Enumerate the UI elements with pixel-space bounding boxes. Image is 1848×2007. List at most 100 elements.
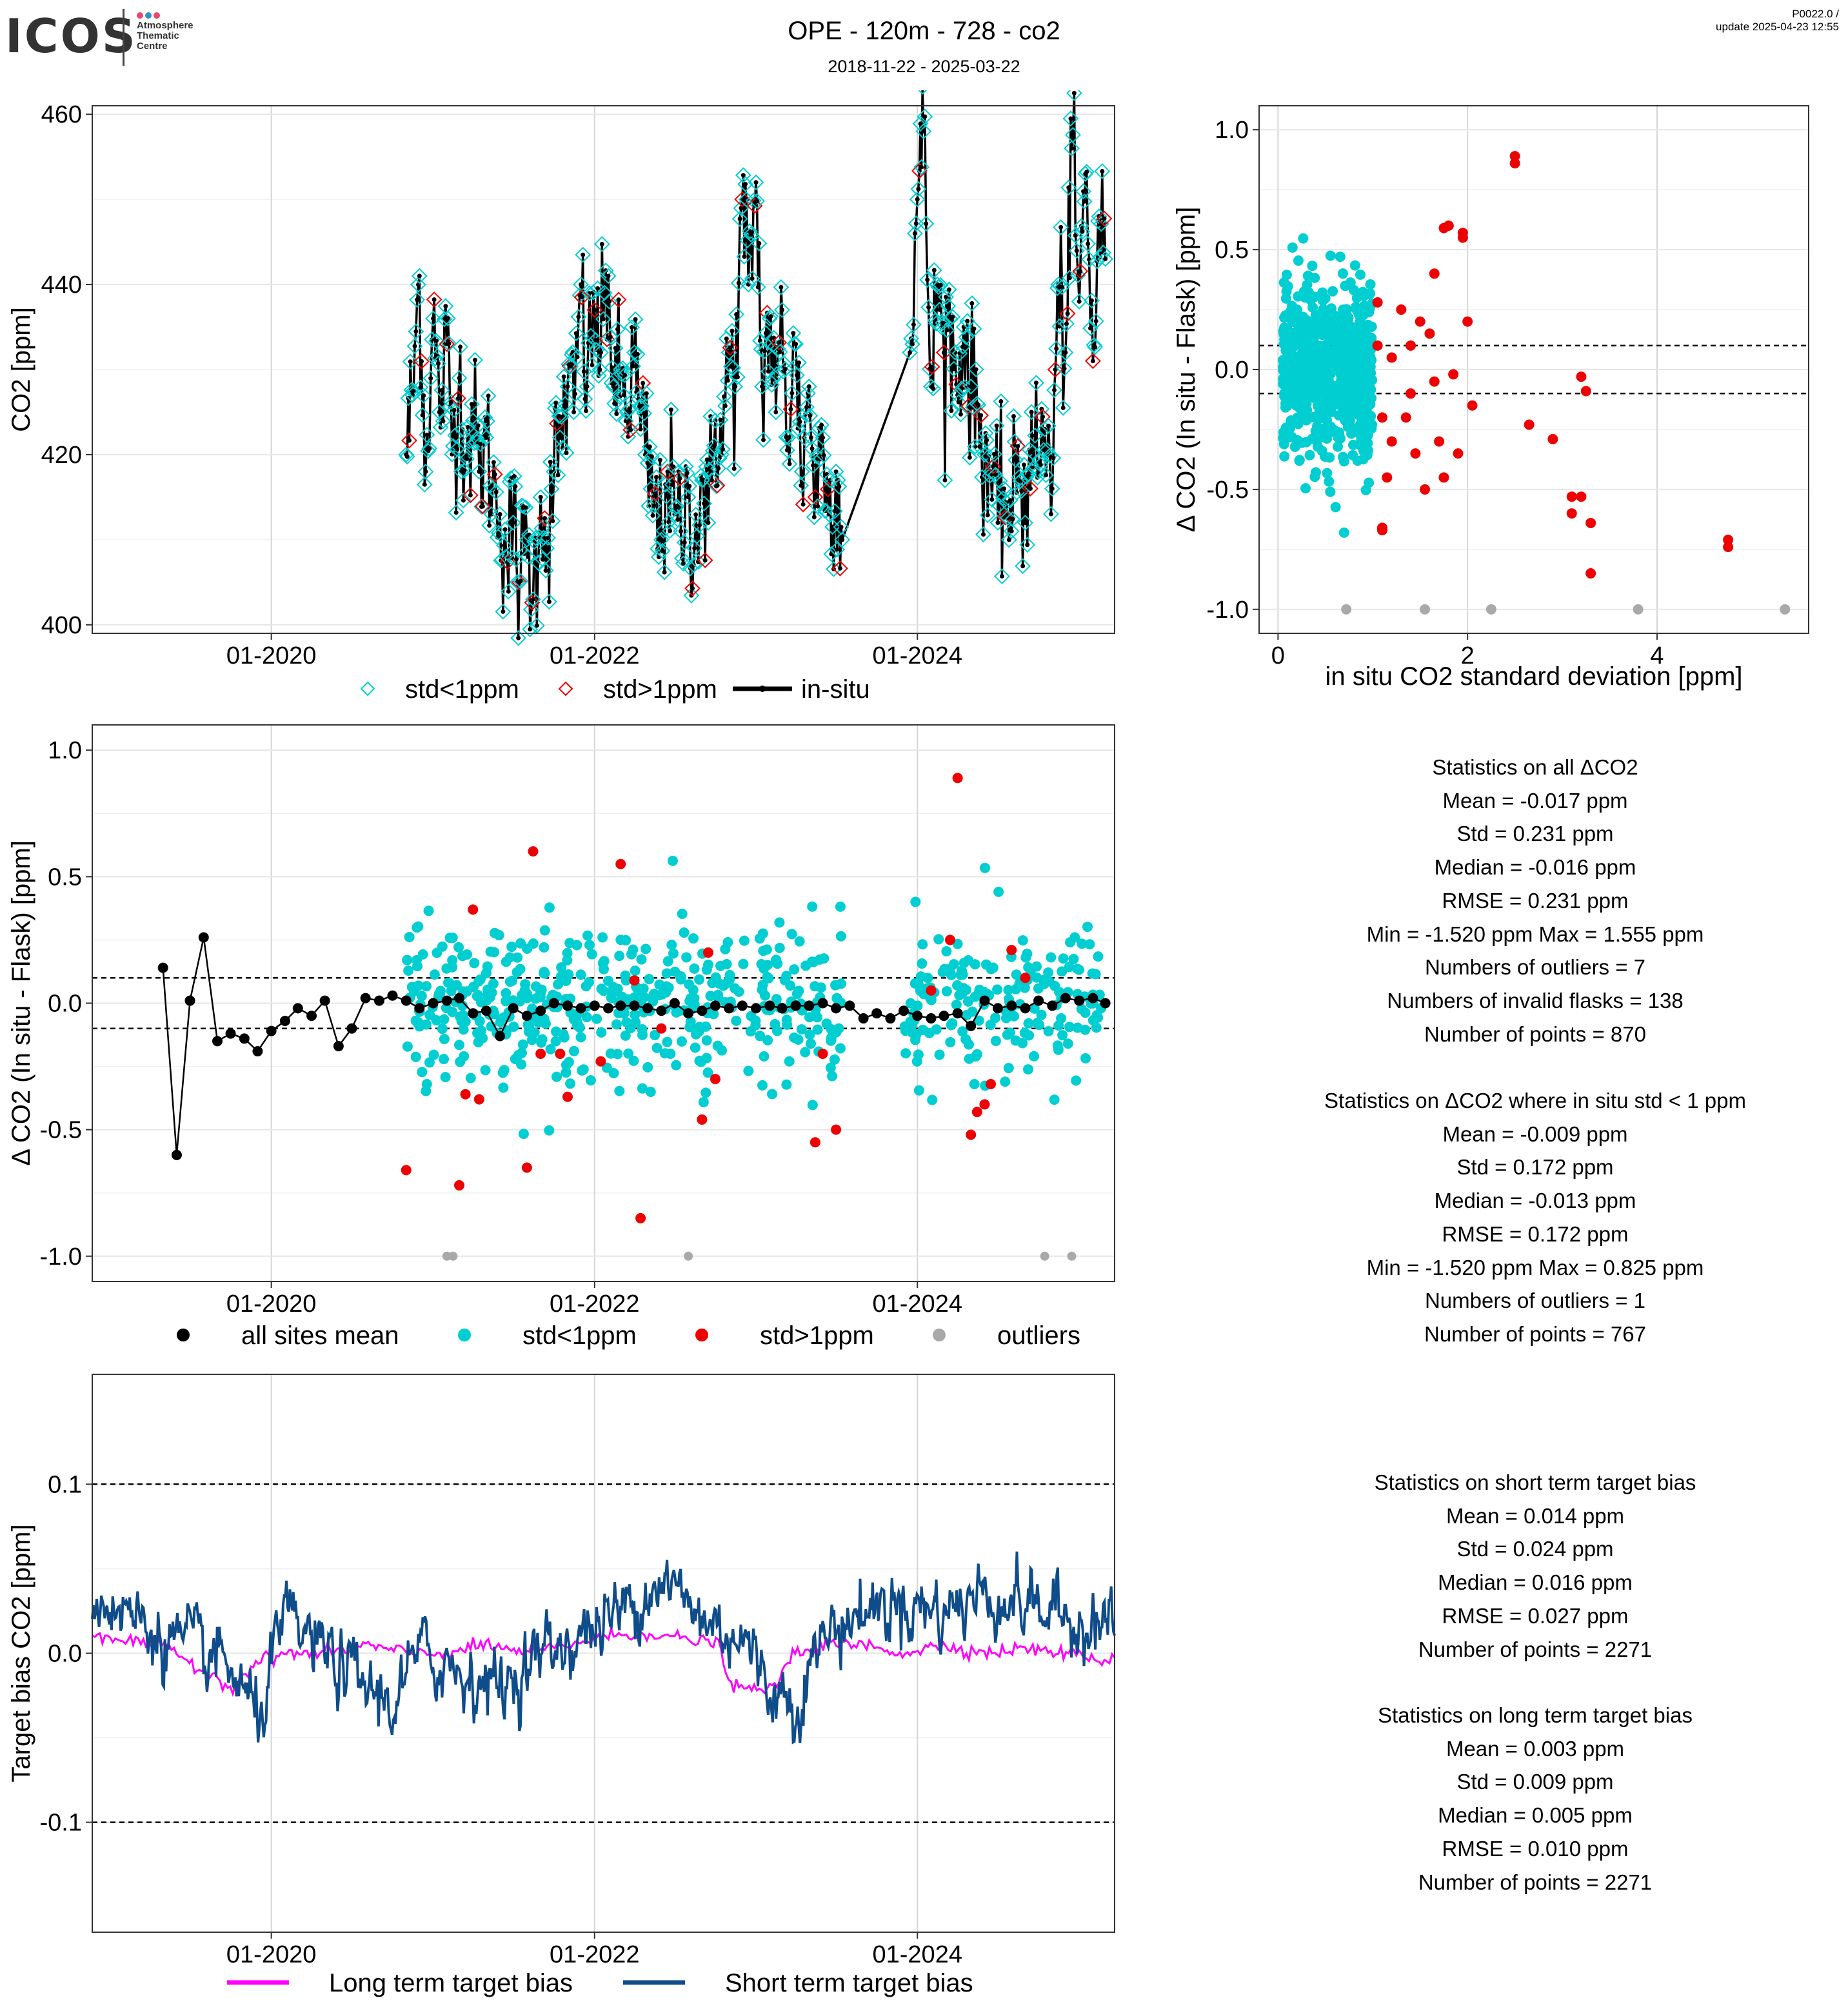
data-point <box>730 369 746 386</box>
data-point <box>636 954 647 965</box>
stats-line: RMSE = 0.231 ppm <box>1442 888 1629 913</box>
data-point <box>762 971 773 982</box>
data-point <box>1315 412 1326 423</box>
data-point <box>644 448 660 465</box>
data-point <box>793 985 804 996</box>
data-point <box>683 587 700 604</box>
data-point <box>802 408 819 424</box>
data-point <box>963 955 974 966</box>
data-point <box>668 948 679 959</box>
data-point <box>993 472 998 477</box>
data-point <box>790 1000 801 1011</box>
data-point <box>475 426 492 442</box>
data-point <box>557 396 573 412</box>
data-point <box>779 442 795 459</box>
data-point <box>439 388 444 393</box>
data-point <box>593 337 598 342</box>
data-point <box>736 248 753 265</box>
data-point <box>919 164 924 170</box>
data-point <box>710 460 727 477</box>
data-point <box>562 358 579 375</box>
data-point <box>1434 436 1445 447</box>
data-point <box>469 402 474 407</box>
data-point <box>1008 498 1013 503</box>
data-point <box>597 262 614 279</box>
data-point <box>688 933 699 944</box>
data-point <box>1340 281 1351 292</box>
data-point <box>1025 542 1030 548</box>
data-point <box>1376 412 1387 423</box>
legend-label: Long term target bias <box>329 1969 573 1997</box>
data-point <box>548 998 559 1009</box>
data-point <box>1278 277 1289 288</box>
data-point <box>477 469 482 474</box>
data-point <box>402 1041 413 1052</box>
data-point <box>1063 350 1068 355</box>
data-point <box>810 446 815 451</box>
data-point <box>581 1012 592 1023</box>
data-point <box>659 463 676 480</box>
data-point <box>479 413 495 430</box>
data-point <box>550 519 555 524</box>
data-point <box>988 962 999 973</box>
data-point <box>554 440 571 456</box>
data-point <box>1297 437 1307 448</box>
data-point <box>458 344 463 350</box>
data-point <box>794 373 799 378</box>
data-point <box>885 1013 896 1024</box>
data-point <box>1355 269 1366 280</box>
data-point <box>497 511 502 517</box>
data-point <box>1334 429 1345 440</box>
data-point <box>416 991 427 1002</box>
data-point <box>990 1036 1001 1047</box>
data-point <box>968 384 973 389</box>
data-point <box>662 1036 673 1047</box>
data-point <box>421 1085 432 1096</box>
data-point <box>611 1019 622 1030</box>
data-point <box>526 1034 537 1045</box>
data-point <box>909 342 915 347</box>
data-point <box>563 346 580 363</box>
data-point <box>177 1329 190 1341</box>
data-point <box>427 446 432 451</box>
data-point <box>610 292 627 308</box>
data-point <box>946 361 962 377</box>
data-point <box>706 520 711 525</box>
data-point <box>1093 344 1098 350</box>
data-point <box>615 858 626 869</box>
data-point <box>931 301 948 318</box>
data-point <box>771 994 782 1005</box>
data-point <box>439 336 455 352</box>
data-point <box>1042 506 1059 522</box>
data-point <box>1406 388 1416 399</box>
data-point <box>942 310 959 327</box>
data-point <box>409 292 426 308</box>
data-point <box>1509 158 1520 169</box>
data-point <box>1061 270 1078 286</box>
data-point <box>913 221 919 226</box>
data-point <box>421 393 426 398</box>
data-point <box>677 476 682 481</box>
data-point <box>665 469 670 474</box>
data-point <box>731 365 736 370</box>
data-point <box>979 862 990 873</box>
data-point <box>733 384 738 389</box>
data-point <box>1064 140 1080 157</box>
data-point <box>1780 604 1791 615</box>
data-point <box>715 441 731 457</box>
data-point <box>1317 295 1328 306</box>
data-point <box>1082 922 1093 933</box>
data-point <box>1052 1040 1063 1051</box>
data-point <box>573 289 590 306</box>
data-point <box>483 989 494 1000</box>
data-point <box>912 231 917 236</box>
data-point <box>755 199 760 204</box>
data-point <box>941 946 952 957</box>
data-point <box>1293 255 1304 266</box>
data-point <box>789 964 800 975</box>
data-point <box>819 422 824 428</box>
data-point <box>454 993 465 1004</box>
data-point <box>1060 179 1077 196</box>
data-point <box>578 1064 589 1075</box>
data-point <box>461 498 466 503</box>
